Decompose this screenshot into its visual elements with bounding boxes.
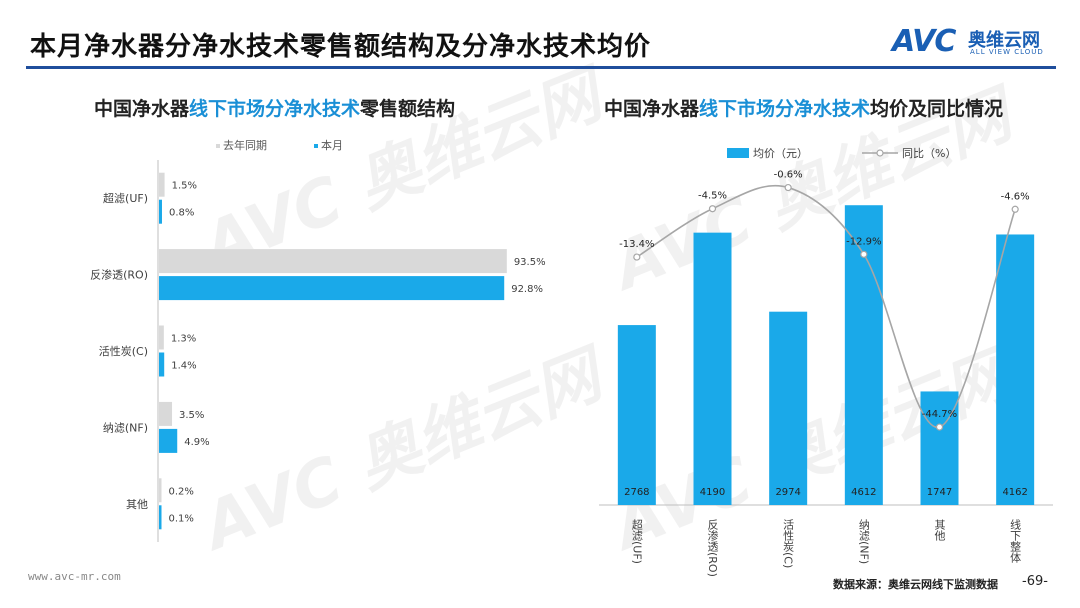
logo-en: ALL VIEW CLOUD: [970, 48, 1044, 56]
bar-current: [159, 352, 165, 377]
yoy-label: -44.7%: [922, 409, 957, 420]
left-data-label: 0.8%: [169, 208, 194, 219]
yoy-label: -13.4%: [619, 239, 654, 250]
left-data-label: 1.3%: [171, 334, 196, 345]
footer-url[interactable]: www.avc-mr.com: [28, 570, 121, 583]
bar-last-year: [159, 401, 173, 426]
bar-avg-price: [920, 391, 959, 505]
legend-swatch-last-year: [216, 144, 220, 148]
yoy-label: -4.5%: [698, 191, 727, 202]
legend-label-current: 本月: [321, 138, 343, 152]
right-category-label: 反渗透(RO): [706, 519, 719, 577]
legend-marker-yoy: [876, 149, 884, 157]
bar-last-year: [159, 478, 162, 503]
bar-value-label: 2768: [624, 487, 649, 498]
left-category-label: 反渗透(RO): [90, 268, 148, 282]
left-category-label: 其他: [126, 498, 148, 511]
page-number: -69-: [1022, 574, 1048, 589]
right-category-label: 超滤(UF): [630, 518, 643, 564]
left-chart-title: 中国净水器线下市场分净水技术零售额结构: [94, 98, 456, 120]
left-data-label: 3.5%: [179, 410, 204, 421]
footer-source: 数据来源：奥维云网线下监测数据: [833, 578, 998, 591]
bar-avg-price: [844, 205, 883, 505]
legend-label-price: 均价（元）: [753, 147, 808, 160]
legend-swatch-price: [727, 148, 749, 158]
legend-label-yoy: 同比（%）: [902, 147, 956, 160]
bar-last-year: [159, 172, 165, 197]
left-category-label: 超滤(UF): [103, 191, 148, 205]
yoy-point: [860, 250, 868, 258]
right-category-label: 线下整体: [1009, 518, 1022, 563]
left-data-label: 92.8%: [511, 284, 543, 295]
bar-value-label: 4612: [851, 487, 876, 498]
right-category-label: 纳滤(NF): [857, 519, 870, 564]
bar-avg-price: [996, 234, 1035, 505]
right-category-label: 其他: [933, 519, 946, 541]
bar-value-label: 4162: [1002, 487, 1027, 498]
bar-last-year: [159, 325, 164, 350]
left-data-label: 0.1%: [169, 513, 194, 524]
left-data-label: 0.2%: [169, 486, 194, 497]
yoy-point: [935, 423, 944, 431]
legend-swatch-current: [314, 144, 318, 148]
bar-last-year: [159, 249, 507, 274]
logo-cn: 奥维云网: [968, 30, 1040, 51]
title-rule: [26, 66, 1056, 69]
yoy-point: [708, 205, 717, 213]
legend-label-last-year: 去年同期: [223, 138, 267, 152]
left-data-label: 1.4%: [171, 361, 196, 372]
yoy-point: [633, 253, 641, 261]
left-data-label: 93.5%: [514, 257, 546, 268]
yoy-point: [1011, 205, 1019, 213]
bar-current: [159, 505, 162, 530]
bar-avg-price: [617, 325, 656, 505]
bar-value-label: 2974: [775, 487, 800, 498]
logo-mark: AVC: [892, 24, 956, 59]
page-title: 本月净水器分净水技术零售额结构及分净水技术均价: [30, 32, 652, 62]
logo: AVC 奥维云网 ALL VIEW CLOUD: [892, 24, 1062, 64]
left-data-label: 1.5%: [172, 181, 197, 192]
bar-current: [159, 428, 178, 453]
yoy-point: [784, 183, 792, 192]
right-category-label: 活性炭(C): [782, 519, 795, 569]
yoy-label: -12.9%: [846, 236, 881, 247]
bar-current: [159, 276, 505, 301]
bar-value-label: 4190: [700, 487, 725, 498]
bar-avg-price: [693, 232, 732, 505]
yoy-label: -0.6%: [774, 170, 803, 181]
bar-current: [159, 199, 162, 224]
left-category-label: 纳滤(NF): [103, 421, 148, 434]
left-category-label: 活性炭(C): [99, 344, 148, 358]
left-data-label: 4.9%: [184, 437, 209, 448]
right-chart-title: 中国净水器线下市场分净水技术均价及同比情况: [604, 98, 1004, 120]
yoy-label: -4.6%: [1001, 191, 1030, 202]
bar-value-label: 1747: [927, 487, 952, 498]
bar-avg-price: [769, 311, 808, 505]
